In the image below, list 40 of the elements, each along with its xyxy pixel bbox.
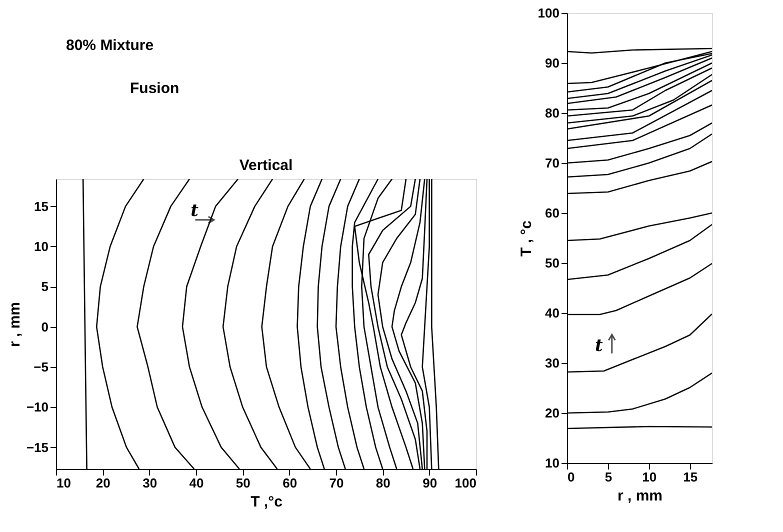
x-tick-label: 70: [329, 476, 344, 490]
x-tick-label: 40: [189, 476, 204, 490]
chart-subtitle: Fusion: [130, 80, 180, 97]
x-tick-label: 100: [454, 476, 476, 490]
y-tick-label: 15: [34, 198, 48, 214]
x-tick-label: 0: [568, 470, 575, 484]
x-tick-label: 5: [604, 470, 612, 484]
chart-title: 80% Mixture: [66, 37, 154, 54]
x-tick-label: 20: [96, 476, 110, 490]
y-tick-label: 30: [545, 356, 560, 370]
y-tick-label: −10: [26, 400, 48, 415]
y-tick-label: −5: [34, 359, 48, 374]
y-tick-label: 80: [545, 106, 560, 120]
annotation: t: [594, 336, 603, 356]
y-axis-title: r , mm: [6, 302, 24, 348]
annotation: t: [190, 200, 199, 221]
x-tick-label: 80: [376, 476, 390, 490]
y-tick-label: 90: [545, 56, 560, 70]
y-tick-label: 50: [545, 256, 560, 270]
y-tick-label: 40: [545, 306, 560, 320]
y-tick-label: 10: [545, 456, 560, 470]
x-axis-title: r , mm: [617, 488, 663, 504]
y-tick-label: 5: [41, 279, 48, 294]
x-tick-label: 15: [683, 470, 698, 484]
x-tick-label: 90: [422, 476, 438, 490]
x-tick-label: 60: [282, 476, 298, 490]
x-axis-title: T ,°c: [250, 494, 282, 510]
y-tick-label: 20: [545, 406, 560, 420]
x-tick-label: 10: [56, 476, 71, 490]
y-tick-label: 0: [41, 319, 48, 334]
x-tick-label: 50: [236, 476, 250, 490]
y-tick-label: −15: [26, 440, 48, 455]
x-tick-label: 30: [142, 476, 158, 490]
y-tick-label: 10: [34, 238, 48, 254]
y-tick-label: 100: [538, 6, 560, 20]
y-axis-title: T , °c: [518, 220, 535, 257]
text: Vertical: [239, 157, 293, 174]
x-tick-label: 10: [642, 470, 657, 484]
y-tick-label: 70: [545, 156, 560, 170]
y-tick-label: 60: [545, 206, 560, 220]
